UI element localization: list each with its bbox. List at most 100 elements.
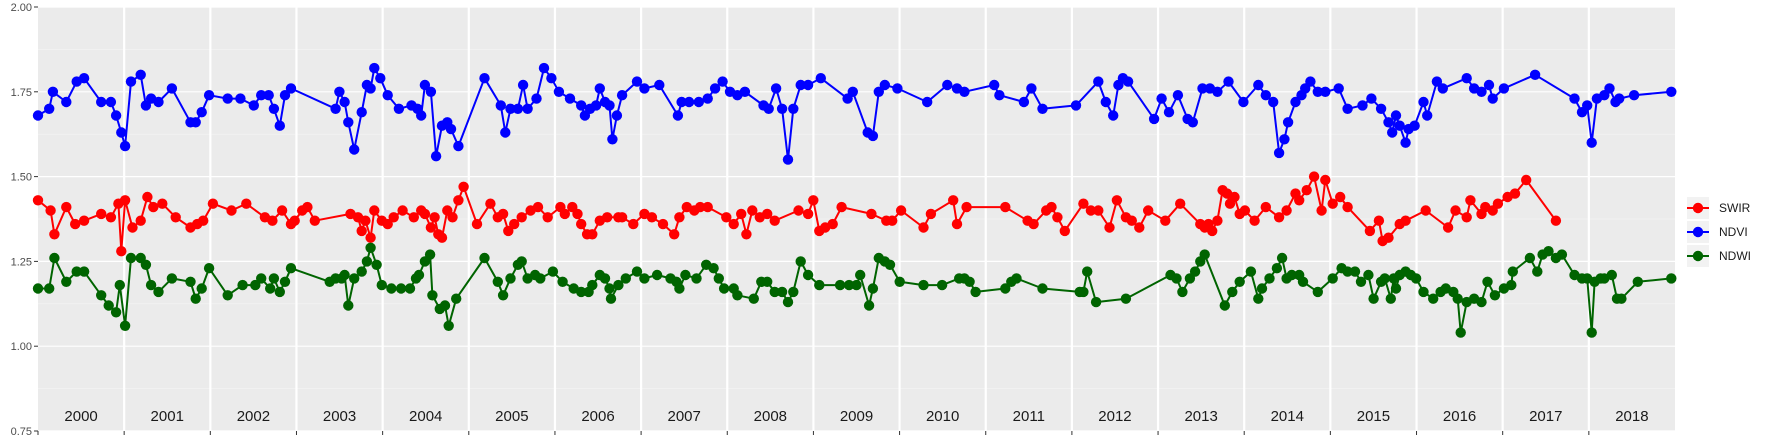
- data-point: [198, 215, 209, 226]
- data-point: [736, 208, 747, 220]
- year-label: 2017: [1529, 408, 1562, 425]
- data-point: [895, 205, 907, 216]
- data-point: [78, 73, 90, 84]
- data-point: [256, 273, 267, 284]
- data-point: [951, 218, 963, 230]
- data-point: [542, 212, 553, 223]
- year-label: 2002: [237, 408, 270, 425]
- data-point: [425, 222, 437, 233]
- data-point: [114, 279, 126, 291]
- data-point: [116, 127, 127, 138]
- data-point: [170, 212, 181, 223]
- data-point: [516, 256, 527, 267]
- data-point: [739, 86, 751, 98]
- data-point: [1100, 96, 1112, 108]
- data-point: [447, 212, 458, 223]
- data-point: [1666, 86, 1677, 98]
- data-point: [522, 103, 533, 115]
- data-point: [1085, 205, 1097, 216]
- data-point: [936, 279, 948, 291]
- data-point: [505, 103, 516, 115]
- data-point: [631, 76, 643, 87]
- data-point: [1227, 286, 1238, 298]
- data-point: [365, 242, 376, 253]
- data-point: [430, 151, 442, 162]
- data-point: [119, 195, 131, 206]
- data-point: [576, 100, 587, 111]
- data-point: [631, 266, 643, 277]
- data-point: [265, 283, 276, 294]
- data-point: [339, 96, 350, 108]
- data-point: [436, 232, 448, 243]
- data-point: [1409, 120, 1420, 131]
- data-point: [105, 96, 117, 108]
- data-point: [1550, 215, 1562, 226]
- data-point: [226, 205, 237, 216]
- data-point: [516, 212, 527, 223]
- data-point: [479, 252, 490, 264]
- data-point: [1301, 185, 1312, 196]
- data-point: [873, 86, 884, 98]
- data-point: [142, 191, 153, 203]
- data-point: [834, 279, 846, 291]
- data-point: [1420, 205, 1431, 216]
- data-point: [1120, 293, 1132, 304]
- data-point: [1498, 83, 1510, 94]
- data-point: [274, 286, 285, 298]
- data-point: [762, 276, 773, 287]
- data-point: [453, 140, 464, 152]
- year-label: 2004: [409, 408, 442, 425]
- data-point: [1264, 273, 1275, 284]
- data-point: [512, 103, 524, 115]
- data-point: [349, 273, 360, 284]
- data-point: [382, 90, 393, 101]
- data-point: [503, 225, 514, 237]
- data-point: [235, 93, 246, 104]
- data-point: [942, 79, 953, 91]
- data-point: [365, 232, 376, 243]
- data-point: [279, 90, 291, 101]
- data-point: [1509, 188, 1521, 199]
- year-label: 2012: [1098, 408, 1131, 425]
- data-point: [458, 181, 469, 192]
- data-point: [393, 103, 405, 115]
- data-point: [770, 83, 782, 94]
- data-point: [762, 208, 773, 220]
- data-point: [1368, 293, 1379, 304]
- data-point: [827, 218, 838, 230]
- data-point: [1052, 212, 1063, 223]
- data-point: [776, 286, 788, 298]
- data-point: [509, 218, 520, 230]
- data-point: [276, 205, 288, 216]
- data-point: [1442, 222, 1454, 233]
- data-point: [836, 201, 847, 213]
- data-point: [1428, 293, 1439, 304]
- data-point: [32, 283, 44, 294]
- data-point: [1582, 100, 1593, 111]
- data-point: [334, 86, 345, 98]
- data-point: [1335, 191, 1346, 203]
- data-point: [429, 212, 440, 223]
- data-point: [1279, 134, 1290, 145]
- legend-item-ndwi: NDWI: [1687, 245, 1751, 267]
- data-point: [814, 279, 825, 291]
- data-point: [802, 269, 814, 281]
- data-point: [365, 83, 376, 94]
- data-point: [1273, 212, 1285, 223]
- data-point: [517, 79, 529, 91]
- data-point: [1000, 283, 1011, 294]
- data-point: [1487, 93, 1498, 104]
- data-point: [222, 93, 233, 104]
- data-point: [196, 283, 207, 294]
- data-point: [1037, 103, 1048, 115]
- year-label: 2003: [323, 408, 356, 425]
- data-point: [1390, 110, 1402, 121]
- year-label: 2006: [581, 408, 614, 425]
- data-point: [267, 215, 278, 226]
- data-point: [709, 83, 721, 94]
- data-point: [620, 273, 631, 284]
- data-point: [1364, 225, 1376, 237]
- data-point: [256, 90, 267, 101]
- data-point: [1586, 137, 1597, 148]
- data-point: [105, 212, 117, 223]
